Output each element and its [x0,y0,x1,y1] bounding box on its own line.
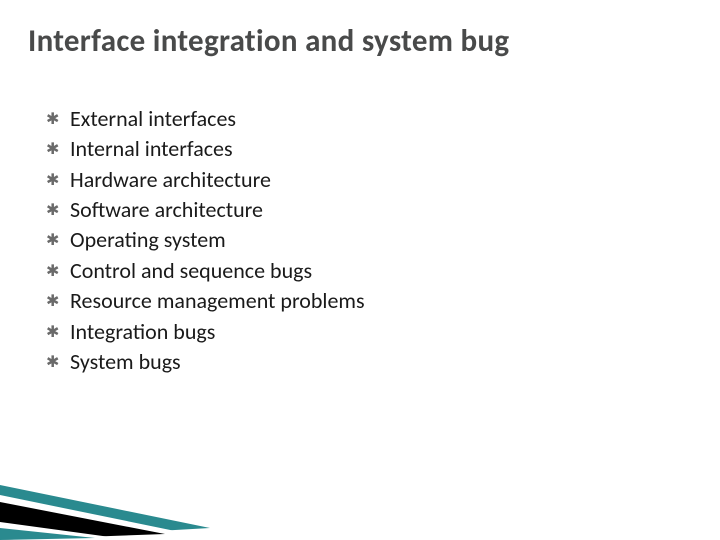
slide-container: Interface integration and system bug ✱ E… [0,0,720,540]
bullet-icon: ✱ [46,109,60,131]
list-item-text: Operating system [70,225,226,255]
list-item-text: Integration bugs [70,317,215,347]
list-item: ✱ Software architecture [46,195,692,225]
list-item-text: Resource management problems [70,286,365,316]
bullet-icon: ✱ [46,291,60,313]
list-item: ✱ System bugs [46,347,692,377]
list-item: ✱ Resource management problems [46,286,692,316]
list-item: ✱ Operating system [46,225,692,255]
list-item-text: Control and sequence bugs [70,256,312,286]
bullet-list: ✱ External interfaces ✱ Internal interfa… [28,104,692,377]
list-item: ✱ External interfaces [46,104,692,134]
bullet-icon: ✱ [46,352,60,374]
list-item: ✱ Control and sequence bugs [46,256,692,286]
list-item-text: Hardware architecture [70,165,271,195]
bullet-icon: ✱ [46,139,60,161]
list-item: ✱ Integration bugs [46,317,692,347]
bullet-icon: ✱ [46,322,60,344]
list-item-text: External interfaces [70,104,236,134]
list-item-text: Internal interfaces [70,134,233,164]
page-title: Interface integration and system bug [28,22,692,60]
bullet-icon: ✱ [46,170,60,192]
bullet-icon: ✱ [46,230,60,252]
list-item-text: Software architecture [70,195,263,225]
list-item-text: System bugs [70,347,181,377]
corner-decoration-icon [0,440,210,540]
list-item: ✱ Hardware architecture [46,165,692,195]
list-item: ✱ Internal interfaces [46,134,692,164]
bullet-icon: ✱ [46,261,60,283]
bullet-icon: ✱ [46,200,60,222]
